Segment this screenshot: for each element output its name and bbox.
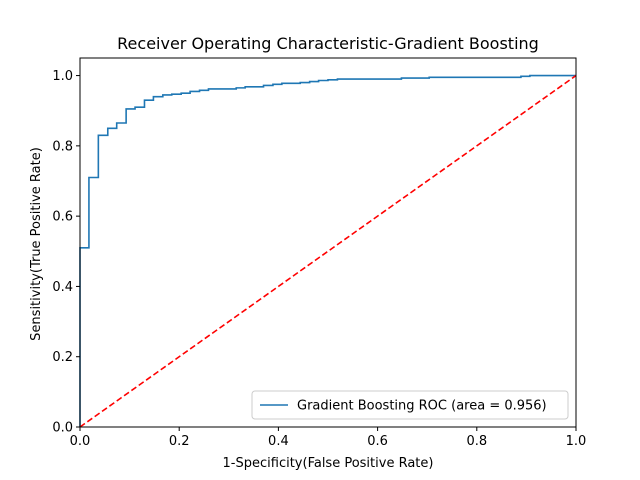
y-tick-label: 0.6 (52, 210, 73, 225)
x-tick-label: 0.6 (367, 434, 388, 449)
legend-box (251, 390, 569, 420)
x-tick-label: 0.0 (70, 434, 91, 449)
plot-background (80, 58, 576, 427)
axes-frame (79, 57, 577, 428)
chart-title: Receiver Operating Characteristic-Gradie… (117, 34, 539, 53)
y-tick-label: 0.4 (52, 280, 73, 295)
y-tick-label: 0.8 (52, 139, 73, 154)
diagonal-reference-line (79, 74, 577, 428)
plot-area (79, 57, 577, 428)
x-tick-label: 0.8 (466, 434, 487, 449)
roc-curve-line (79, 74, 576, 427)
x-axis-ticks: 0.0 0.2 0.4 0.6 0.8 1.0 (70, 427, 587, 449)
y-tick-label: 1.0 (52, 69, 73, 84)
x-tick-label: 0.2 (169, 434, 190, 449)
y-axis-ticks: 0.0 0.2 0.4 0.6 0.8 1.0 (52, 69, 80, 436)
x-tick-label: 1.0 (566, 434, 587, 449)
y-tick-label: 0.2 (52, 350, 73, 365)
legend-label: Gradient Boosting ROC (area = 0.956) (297, 399, 547, 414)
x-axis-label: 1-Specificity(False Positive Rate) (223, 456, 434, 471)
y-axis-label: Sensitivity(True Positive Rate) (29, 147, 44, 341)
legend: Gradient Boosting ROC (area = 0.956) (251, 390, 569, 420)
y-tick-label: 0.0 (52, 421, 73, 436)
x-tick-label: 0.4 (268, 434, 289, 449)
